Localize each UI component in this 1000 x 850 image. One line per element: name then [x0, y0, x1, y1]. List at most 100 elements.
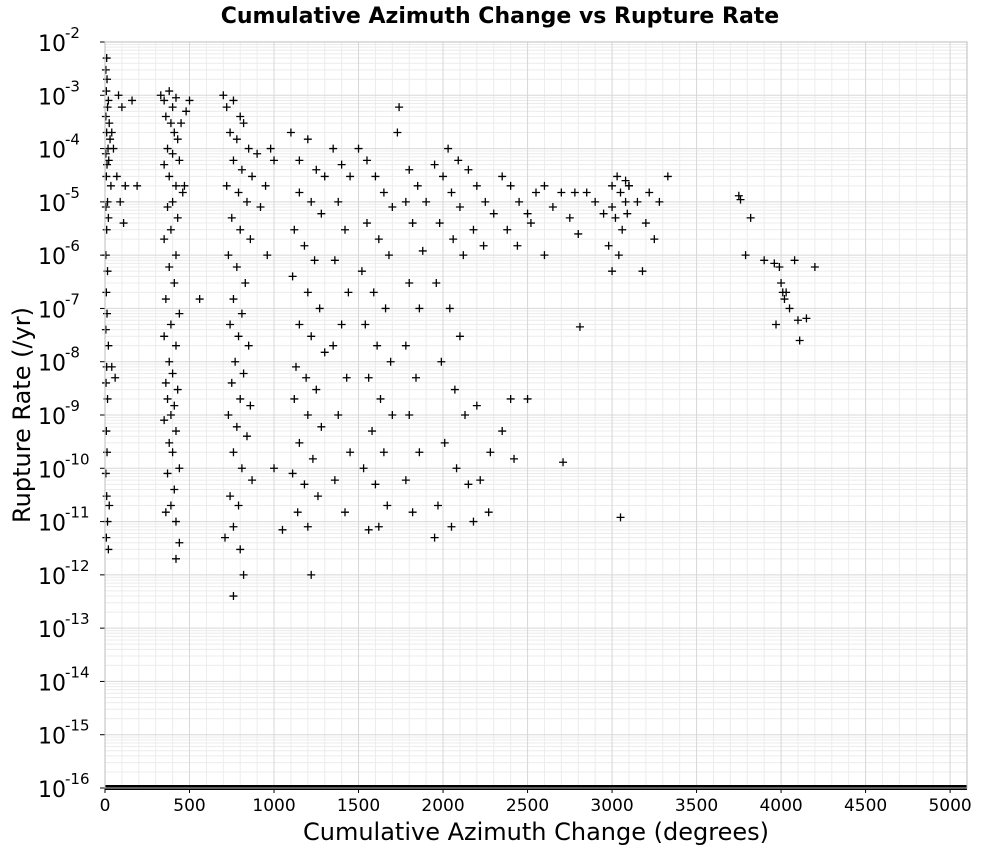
data-point — [337, 320, 346, 329]
data-point — [229, 96, 238, 105]
data-point — [175, 538, 184, 547]
data-point — [102, 54, 111, 63]
data-point — [173, 213, 182, 222]
data-point — [810, 262, 819, 271]
x-axis: 0 500 1000 1500 2000 2500 3000 3500 4000 4500 5000 — [100, 788, 972, 816]
data-point — [163, 144, 172, 153]
data-point — [101, 203, 110, 212]
data-point — [226, 320, 235, 329]
y-tick-base: 10 — [38, 245, 66, 270]
data-point — [760, 256, 769, 265]
data-point — [242, 197, 251, 206]
data-point — [315, 304, 324, 313]
data-point — [430, 533, 439, 542]
data-point — [239, 570, 248, 579]
data-point — [663, 172, 672, 181]
data-point — [290, 394, 299, 403]
data-point — [227, 213, 236, 222]
data-point — [523, 394, 532, 403]
data-point — [195, 295, 204, 304]
data-point — [439, 172, 448, 181]
data-point — [236, 112, 245, 121]
data-point — [161, 295, 170, 304]
data-point — [239, 119, 248, 128]
data-point — [440, 438, 449, 447]
data-point — [444, 144, 453, 153]
data-point — [112, 172, 121, 181]
data-point — [239, 369, 248, 378]
data-point — [405, 165, 414, 174]
data-point — [229, 592, 238, 601]
data-point — [575, 322, 584, 331]
data-point — [234, 332, 243, 341]
data-point — [104, 156, 113, 165]
data-point — [430, 160, 439, 169]
data-point — [170, 401, 179, 410]
data-point — [359, 464, 368, 473]
data-point — [178, 188, 187, 197]
data-point — [616, 513, 625, 522]
data-point — [242, 432, 251, 441]
data-point — [168, 448, 177, 457]
data-point — [114, 91, 123, 100]
data-point — [248, 476, 257, 485]
y-tick-exponent: -8 — [65, 344, 80, 362]
data-point — [645, 188, 654, 197]
data-point — [161, 378, 170, 387]
data-point — [498, 427, 507, 436]
x-tick-label: 3000 — [590, 796, 633, 816]
data-point — [655, 197, 664, 206]
y-tick-label: 10 -11 — [38, 504, 90, 537]
data-point — [232, 135, 241, 144]
y-tick-base: 10 — [38, 671, 66, 696]
data-point — [170, 128, 179, 137]
data-point — [226, 492, 235, 501]
data-point — [104, 341, 113, 350]
data-point — [746, 213, 755, 222]
data-point — [401, 341, 410, 350]
data-point — [102, 427, 111, 436]
data-point — [103, 309, 112, 318]
data-point — [393, 128, 402, 137]
data-point — [342, 373, 351, 382]
data-point — [166, 501, 175, 510]
data-point — [371, 480, 380, 489]
data-point — [180, 181, 189, 190]
data-point — [165, 262, 174, 271]
data-point — [364, 525, 373, 534]
data-point — [229, 448, 238, 457]
data-point — [329, 341, 338, 350]
y-tick-base: 10 — [38, 778, 66, 803]
data-point — [611, 213, 620, 222]
data-point — [101, 251, 110, 260]
data-point — [237, 309, 246, 318]
data-point — [330, 256, 339, 265]
data-point — [102, 378, 111, 387]
x-tick-label: 4000 — [759, 796, 802, 816]
data-point — [513, 241, 522, 250]
data-point — [368, 427, 377, 436]
data-point — [780, 295, 789, 304]
data-point — [303, 522, 312, 531]
data-point — [459, 251, 468, 260]
data-point — [101, 65, 110, 74]
data-point — [604, 241, 613, 250]
data-point — [246, 235, 255, 244]
data-point — [171, 554, 180, 563]
data-point — [608, 203, 617, 212]
data-point — [160, 416, 169, 425]
data-point — [317, 209, 326, 218]
data-point — [231, 357, 240, 366]
data-point — [102, 172, 111, 181]
data-point — [432, 279, 441, 288]
data-point — [383, 501, 392, 510]
x-tick-label: 3500 — [675, 796, 718, 816]
data-point — [337, 160, 346, 169]
data-point — [523, 209, 532, 218]
plot-frame — [104, 41, 968, 789]
x-tick-label: 4500 — [844, 796, 887, 816]
data-point — [782, 288, 791, 297]
data-point — [481, 197, 490, 206]
data-point — [506, 394, 515, 403]
